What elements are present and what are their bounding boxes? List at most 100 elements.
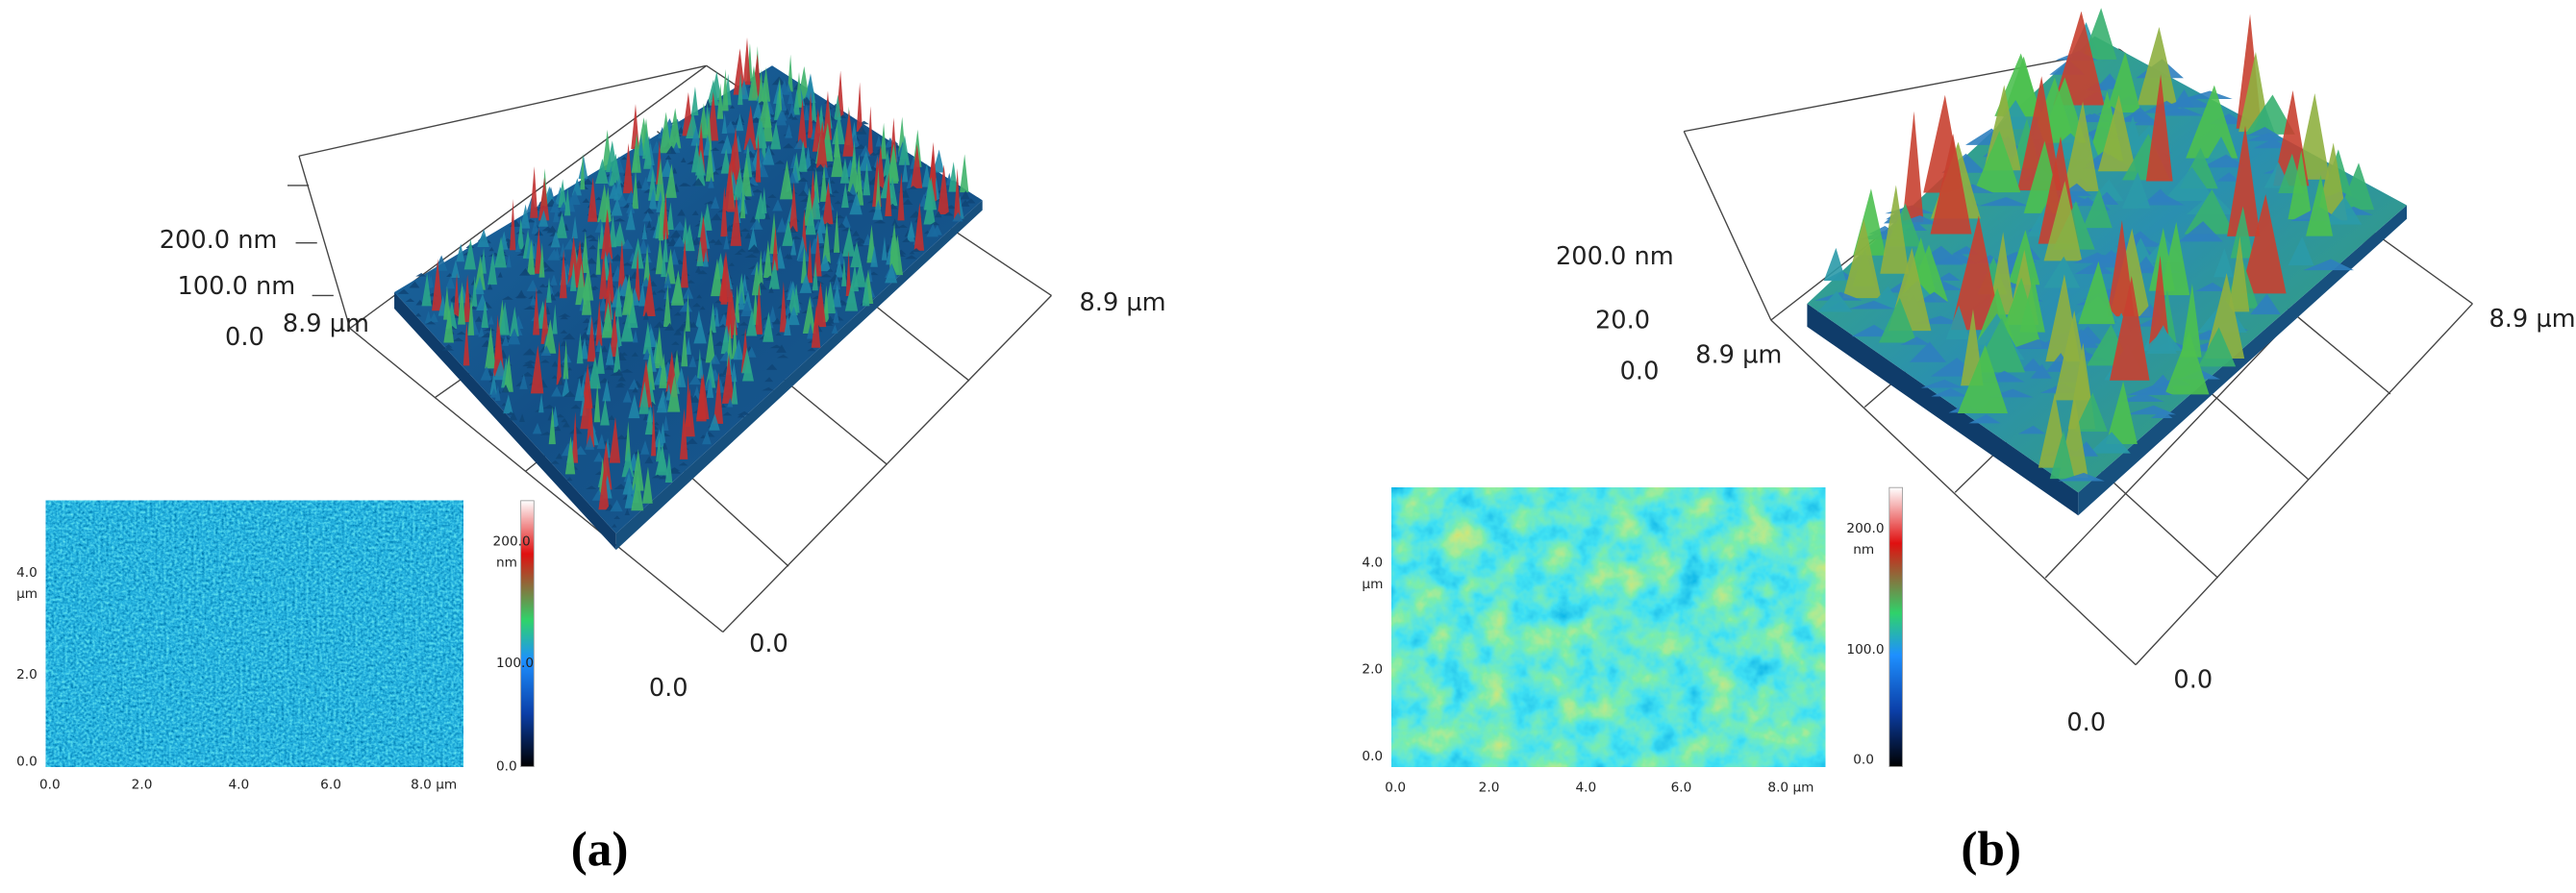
surface-relief <box>2020 358 2044 372</box>
surface-relief <box>450 260 461 278</box>
surface-relief <box>791 115 798 120</box>
surface-relief <box>696 374 707 422</box>
surface-relief <box>850 241 863 268</box>
surface-relief <box>713 371 724 424</box>
surface-relief <box>640 176 650 190</box>
surface-relief <box>1823 247 1846 282</box>
surface-relief <box>696 294 702 299</box>
surface-relief <box>731 376 738 405</box>
surface-relief <box>833 210 840 253</box>
surface-relief <box>2172 88 2194 108</box>
surface-relief <box>588 244 597 250</box>
surface-relief <box>707 79 719 106</box>
surface-relief <box>665 145 677 155</box>
surface-relief <box>662 192 669 240</box>
surface-relief <box>720 186 728 237</box>
surface-relief <box>503 394 513 414</box>
surface-relief <box>600 209 613 260</box>
surface-relief <box>2247 126 2280 136</box>
surface-relief <box>609 416 621 463</box>
surface-relief <box>432 259 443 311</box>
surface-relief <box>2230 206 2254 259</box>
surface-relief <box>1957 345 2009 414</box>
surface-relief <box>863 161 871 196</box>
surface-relief <box>624 484 634 509</box>
surface-relief <box>566 366 572 371</box>
surface-relief <box>734 285 740 323</box>
surface-relief <box>639 439 650 455</box>
surface-relief <box>638 282 646 307</box>
y-tick-label: 0.0 <box>16 754 38 769</box>
surface-relief <box>834 200 842 205</box>
surface-relief <box>663 414 669 432</box>
surface-relief <box>765 363 778 370</box>
y-unit: µm <box>1362 577 1383 592</box>
surface-relief <box>2106 381 2138 445</box>
surface-relief <box>638 381 650 414</box>
surface-relief <box>2074 392 2108 432</box>
surface-relief <box>1996 277 2042 348</box>
surface-relief <box>1851 324 1893 337</box>
surface-relief <box>397 288 410 294</box>
surface-relief <box>812 260 818 291</box>
surface-relief <box>848 183 857 195</box>
surface-relief <box>1978 196 2029 207</box>
surface-relief <box>902 237 911 242</box>
surface-relief <box>2186 85 2238 159</box>
surface-relief <box>686 437 698 444</box>
surface-relief <box>620 156 628 161</box>
surface-relief <box>822 90 833 140</box>
axis-origin-label: 0.0 <box>2066 708 2106 737</box>
surface-relief <box>631 449 644 491</box>
surface-relief <box>671 167 678 174</box>
surface-relief <box>2018 425 2046 434</box>
surface-relief <box>642 413 649 421</box>
surface-relief <box>613 340 621 373</box>
surface-relief <box>1936 272 1961 282</box>
z-tick-label: 20.0 <box>1595 307 1650 335</box>
surface-relief <box>2043 256 2081 288</box>
x-tick-label: 8.0 µm <box>1767 781 1813 796</box>
surface-relief <box>564 435 576 475</box>
surface-relief <box>664 155 672 161</box>
surface-relief <box>480 365 492 381</box>
surface-relief <box>872 199 884 220</box>
surface-relief <box>667 374 681 412</box>
surface-relief <box>617 239 626 290</box>
surface-relief <box>560 330 568 334</box>
surface-relief <box>691 178 704 186</box>
surface-relief <box>549 274 558 285</box>
surface-relief <box>771 76 786 86</box>
surface-relief <box>683 286 694 299</box>
surface-relief <box>2110 275 2150 381</box>
x-tick-label: 0.0 <box>39 777 61 792</box>
surface-relief <box>686 280 695 284</box>
height-map <box>1391 487 1826 767</box>
surface-relief <box>444 344 453 348</box>
surface-relief <box>604 365 613 370</box>
surface-relief <box>2011 338 2062 350</box>
surface-relief <box>705 324 715 363</box>
surface-relief <box>2017 76 2062 191</box>
surface-relief <box>467 294 475 335</box>
surface-relief <box>713 306 720 327</box>
surface-relief <box>667 108 682 149</box>
surface-relief <box>852 241 864 247</box>
surface-relief <box>675 367 687 387</box>
surface-relief <box>538 393 544 413</box>
surface-relief <box>1931 387 1967 397</box>
panel-label: (b) <box>1961 822 2021 877</box>
surface-relief <box>2244 94 2295 135</box>
surface-relief <box>585 434 595 450</box>
surface-relief <box>960 154 969 193</box>
surface-relief <box>688 321 698 328</box>
surface-relief <box>798 189 809 196</box>
surface-relief <box>2075 196 2098 207</box>
surface-relief <box>909 250 915 255</box>
surface-relief <box>2253 138 2289 149</box>
x-tick-label: 2.0 <box>1479 781 1500 796</box>
surface-relief <box>648 187 658 210</box>
surface-relief <box>642 348 651 360</box>
axis-origin-label: 0.0 <box>649 674 688 703</box>
surface-relief <box>638 134 644 157</box>
